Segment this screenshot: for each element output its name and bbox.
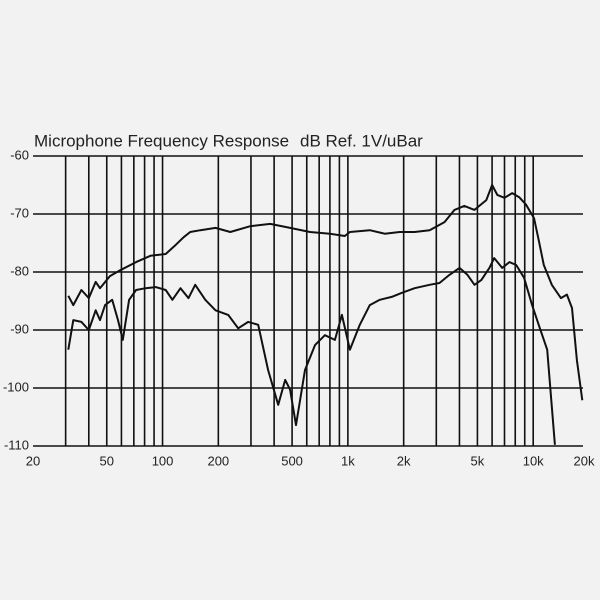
x-tick-label: 50 xyxy=(100,453,114,468)
x-tick-label: 20 xyxy=(26,453,40,468)
y-tick-label: -80 xyxy=(10,263,29,278)
x-tick-label: 2k xyxy=(397,453,411,468)
y-tick-label: -90 xyxy=(10,321,29,336)
x-tick-label: 200 xyxy=(207,453,229,468)
x-tick-label: 100 xyxy=(152,453,174,468)
x-tick-label: 500 xyxy=(281,453,303,468)
x-tick-label: 20k xyxy=(574,453,595,468)
x-tick-label: 5k xyxy=(471,453,485,468)
y-tick-label: -60 xyxy=(10,147,29,162)
chart-title: Microphone Frequency Response xyxy=(34,131,289,150)
y-tick-label: -70 xyxy=(10,205,29,220)
y-tick-label: -100 xyxy=(3,379,29,394)
x-tick-label: 1k xyxy=(341,453,355,468)
y-tick-label: -110 xyxy=(4,437,29,452)
x-tick-label: 10k xyxy=(523,453,544,468)
chart-subtitle: dB Ref. 1V/uBar xyxy=(300,131,423,150)
series-line xyxy=(67,184,584,401)
series-line xyxy=(67,257,556,445)
